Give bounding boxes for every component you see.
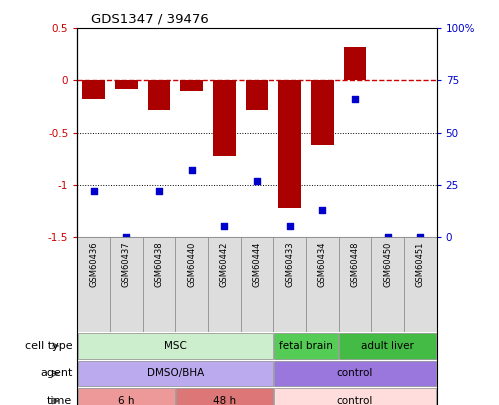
Bar xyxy=(148,81,171,110)
Text: GSM60437: GSM60437 xyxy=(122,242,131,287)
FancyBboxPatch shape xyxy=(78,333,272,358)
Text: GDS1347 / 39476: GDS1347 / 39476 xyxy=(91,12,209,25)
Bar xyxy=(143,237,175,332)
FancyBboxPatch shape xyxy=(78,361,272,386)
FancyBboxPatch shape xyxy=(274,388,436,405)
Text: time: time xyxy=(47,396,72,405)
Point xyxy=(351,96,359,102)
Bar xyxy=(180,81,203,91)
Text: DMSO/BHA: DMSO/BHA xyxy=(147,369,204,378)
Point xyxy=(384,234,392,240)
Text: GSM60440: GSM60440 xyxy=(187,242,196,287)
Bar xyxy=(246,81,268,110)
Bar xyxy=(82,81,105,99)
Point xyxy=(318,207,326,213)
Text: adult liver: adult liver xyxy=(361,341,414,351)
Text: agent: agent xyxy=(40,369,72,378)
Text: fetal brain: fetal brain xyxy=(279,341,333,351)
Point xyxy=(221,223,229,230)
Bar xyxy=(339,237,371,332)
FancyBboxPatch shape xyxy=(78,388,175,405)
Bar xyxy=(110,237,143,332)
Point xyxy=(122,234,130,240)
FancyBboxPatch shape xyxy=(176,388,272,405)
Bar xyxy=(115,81,138,89)
Bar xyxy=(273,237,306,332)
Text: GSM60448: GSM60448 xyxy=(350,242,359,287)
Bar xyxy=(213,81,236,156)
Point xyxy=(253,177,261,184)
Text: GSM60450: GSM60450 xyxy=(383,242,392,287)
Bar xyxy=(241,237,273,332)
Text: control: control xyxy=(337,396,373,405)
Text: GSM60436: GSM60436 xyxy=(89,242,98,287)
Text: 6 h: 6 h xyxy=(118,396,135,405)
Bar xyxy=(343,47,366,81)
Point xyxy=(285,223,293,230)
Text: MSC: MSC xyxy=(164,341,187,351)
Bar xyxy=(371,237,404,332)
Bar xyxy=(208,237,241,332)
FancyBboxPatch shape xyxy=(274,361,436,386)
Point xyxy=(155,188,163,194)
Text: cell type: cell type xyxy=(25,341,72,351)
Text: 48 h: 48 h xyxy=(213,396,236,405)
Text: GSM60451: GSM60451 xyxy=(416,242,425,287)
Point xyxy=(90,188,98,194)
Point xyxy=(416,234,424,240)
Text: GSM60442: GSM60442 xyxy=(220,242,229,287)
Bar xyxy=(404,237,437,332)
Point xyxy=(188,167,196,173)
Bar xyxy=(175,237,208,332)
FancyBboxPatch shape xyxy=(339,333,436,358)
Bar xyxy=(306,237,339,332)
FancyBboxPatch shape xyxy=(274,333,338,358)
Text: GSM60438: GSM60438 xyxy=(155,242,164,287)
Text: GSM60433: GSM60433 xyxy=(285,242,294,287)
Text: control: control xyxy=(337,369,373,378)
Text: GSM60444: GSM60444 xyxy=(252,242,261,287)
Bar xyxy=(77,237,110,332)
Bar xyxy=(311,81,334,145)
Bar xyxy=(278,81,301,208)
Text: GSM60434: GSM60434 xyxy=(318,242,327,287)
